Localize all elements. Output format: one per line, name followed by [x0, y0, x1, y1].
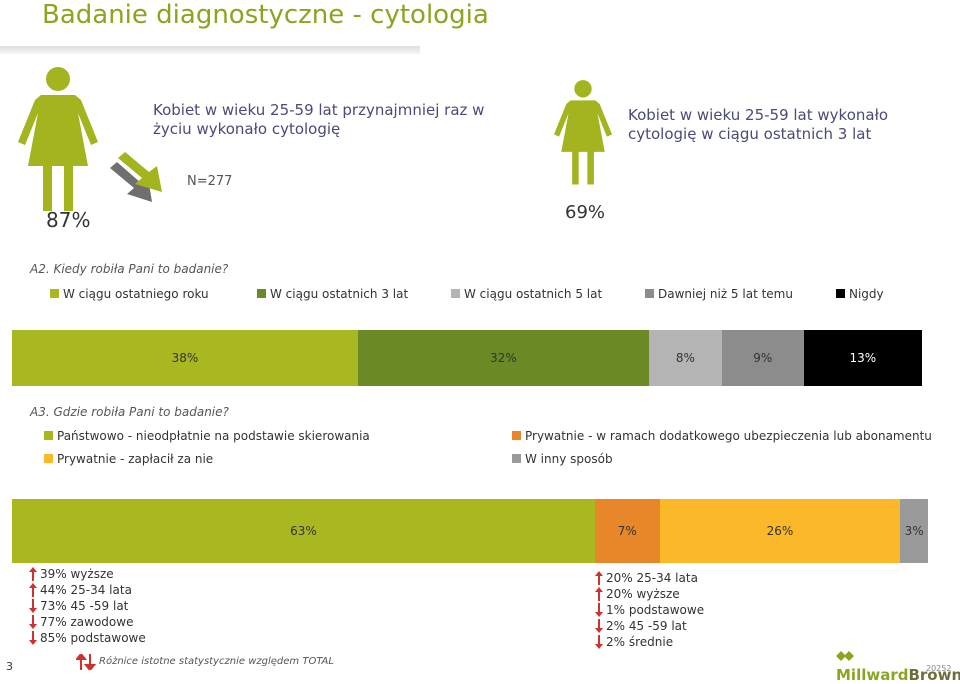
- note-text: 20% 25-34 lata: [606, 571, 698, 585]
- arrow-down-icon: [595, 619, 603, 633]
- bar-data-label: 32%: [490, 351, 517, 365]
- arrow-up-icon: [595, 587, 603, 601]
- note-line: 2% 45 -59 lat: [595, 618, 704, 634]
- bar-segment: 13%: [803, 330, 922, 386]
- legend-swatch: [50, 289, 59, 298]
- note-text: 20% wyższe: [606, 587, 680, 601]
- notes-left: 39% wyższe 44% 25-34 lata 73% 45 -59 lat 77…: [29, 566, 146, 646]
- bar-data-label: 63%: [290, 524, 317, 538]
- bar-data-label: 38%: [171, 351, 199, 365]
- legend-item: Prywatnie - zapłacił za nie: [44, 452, 213, 466]
- woman-figure-icon: [18, 66, 98, 214]
- legend-item: Nigdy: [836, 287, 884, 301]
- note-text: 1% podstawowe: [606, 603, 705, 617]
- legend-swatch: [836, 289, 845, 298]
- logo-mark-icon: [836, 649, 854, 663]
- bar-data-label: 8%: [675, 351, 695, 365]
- arrow-down-icon: [595, 635, 603, 649]
- bar-data-label: 3%: [904, 524, 924, 538]
- bar-data-label: 9%: [753, 351, 773, 365]
- logo-text-1: Millward: [836, 666, 909, 684]
- bar-segment: 7%: [594, 499, 660, 563]
- bar-segment: 26%: [659, 499, 901, 563]
- legend-item: Prywatnie - w ramach dodatkowego ubezpie…: [512, 429, 932, 443]
- question-a3: A3. Gdzie robiła Pani to badanie?: [30, 405, 229, 419]
- page-title: Badanie diagnostyczne - cytologia: [42, 0, 489, 30]
- arrow-up-icon: [29, 567, 37, 581]
- bar-data-label: 13%: [849, 351, 877, 365]
- legend-swatch: [44, 454, 53, 463]
- legend-label: Prywatnie - zapłacił za nie: [57, 452, 214, 466]
- note-text: 2% średnie: [606, 635, 674, 649]
- bar-segment: 38%: [12, 330, 358, 386]
- note-line: 39% wyższe: [29, 566, 146, 582]
- bar-segment: 63%: [12, 499, 595, 563]
- arrow-icon: [108, 150, 170, 210]
- arrow-down-icon: [29, 615, 37, 629]
- note-text: 2% 45 -59 lat: [606, 619, 687, 633]
- bar-data-label: 26%: [766, 524, 794, 538]
- note-line: 73% 45 -59 lat: [29, 598, 146, 614]
- arrow-up-icon: [29, 583, 37, 597]
- legend-label: W ciągu ostatnich 3 lat: [270, 287, 409, 301]
- note-line: 77% zawodowe: [29, 614, 146, 630]
- note-text: 77% zawodowe: [40, 615, 134, 629]
- bar-segment: 32%: [357, 330, 649, 386]
- legend-item: W ciągu ostatniego roku: [50, 287, 209, 301]
- stacked-bar-a2: 38% 32% 8% 9% 13%: [12, 330, 922, 386]
- note-line: 20% wyższe: [595, 586, 704, 602]
- legend-label: W ciągu ostatniego roku: [63, 287, 209, 301]
- significance-arrows-icon: [74, 652, 97, 674]
- legend-swatch: [645, 289, 654, 298]
- bar-data-label: 7%: [617, 524, 637, 538]
- legend-swatch: [451, 289, 460, 298]
- legend-item: W inny sposób: [512, 452, 613, 466]
- legend-swatch: [512, 454, 521, 463]
- legend-item: W ciągu ostatnich 3 lat: [257, 287, 408, 301]
- note-text: 73% 45 -59 lat: [40, 599, 129, 613]
- page-number: 3: [6, 660, 13, 673]
- legend-label: Państwowo - nieodpłatnie na podstawie sk…: [57, 429, 370, 443]
- stacked-bar-a3: 63% 7% 26% 3%: [12, 499, 928, 563]
- legend-item: W ciągu ostatnich 5 lat: [451, 287, 602, 301]
- legend-label: Prywatnie - w ramach dodatkowego ubezpie…: [525, 429, 932, 443]
- legend-item: Państwowo - nieodpłatnie na podstawie sk…: [44, 429, 370, 443]
- note-line: 1% podstawowe: [595, 602, 705, 618]
- arrow-down-icon: [29, 631, 37, 645]
- legend-label: Dawniej niż 5 lat temu: [658, 287, 793, 301]
- arrow-down-icon: [29, 599, 37, 613]
- note-text: 85% podstawowe: [40, 631, 146, 645]
- note-line: 85% podstawowe: [29, 630, 146, 646]
- question-a2: A2. Kiedy robiła Pani to badanie?: [30, 262, 229, 276]
- description-3years: Kobiet w wieku 25-59 lat wykonało cytolo…: [628, 106, 889, 143]
- logo-code: 20252: [926, 664, 952, 673]
- legend-swatch: [257, 289, 266, 298]
- percent-3years: 69%: [565, 202, 606, 223]
- legend-swatch: [44, 431, 53, 440]
- note-text: 44% 25-34 lata: [40, 583, 132, 597]
- legend-label: Nigdy: [849, 287, 884, 301]
- bar-segment: 3%: [900, 499, 928, 563]
- title-underline: [0, 46, 420, 54]
- percent-lifetime: 87%: [46, 208, 91, 232]
- footnote: Różnice istotne statystycznie względem T…: [99, 656, 334, 667]
- note-line: 20% 25-34 lata: [595, 570, 704, 586]
- arrow-down-icon: [595, 603, 603, 617]
- legend-swatch: [512, 431, 521, 440]
- note-text: 39% wyższe: [40, 567, 114, 581]
- legend-item: Dawniej niż 5 lat temu: [645, 287, 793, 301]
- notes-right: 20% 25-34 lata 20% wyższe 1% podstawowe 2% …: [595, 570, 705, 650]
- note-line: 44% 25-34 lata: [29, 582, 146, 598]
- legend-label: W inny sposób: [525, 452, 613, 466]
- legend-label: W ciągu ostatnich 5 lat: [464, 287, 603, 301]
- note-line: 2% średnie: [595, 634, 704, 650]
- bar-segment: 9%: [721, 330, 804, 386]
- sample-size-label: N=277: [187, 174, 233, 189]
- description-lifetime: Kobiet w wieku 25-59 lat przynajmniej ra…: [153, 101, 485, 138]
- woman-figure-small-icon: [554, 74, 612, 192]
- bar-segment: 8%: [649, 330, 722, 386]
- arrow-up-icon: [595, 571, 603, 585]
